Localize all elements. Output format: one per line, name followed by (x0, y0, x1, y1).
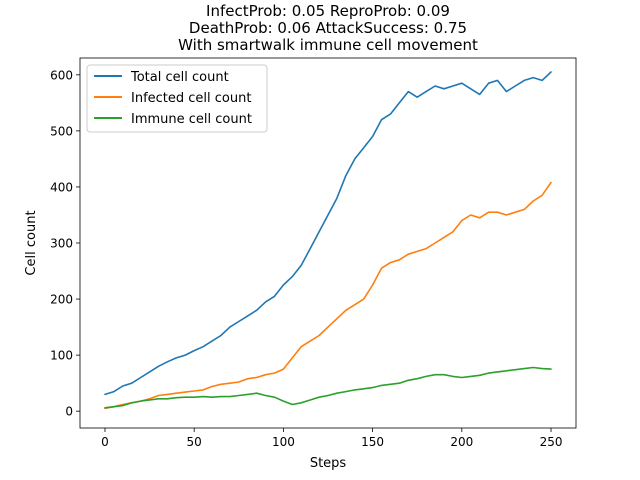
y-axis-ticks: 0 100 200 300 400 500 600 (50, 68, 80, 419)
x-tick-label: 0 (101, 435, 109, 449)
y-tick-label: 100 (50, 349, 73, 363)
y-tick-label: 0 (65, 405, 73, 419)
legend-label-infected: Infected cell count (131, 91, 251, 106)
y-tick-label: 400 (50, 180, 73, 194)
chart-title-line-3: With smartwalk immune cell movement (178, 36, 478, 54)
x-tick-label: 50 (187, 435, 202, 449)
chart-title-line-1: InfectProb: 0.05 ReproProb: 0.09 (206, 2, 450, 20)
y-axis-label: Cell count (24, 210, 39, 275)
y-tick-label: 600 (50, 68, 73, 82)
x-axis-label: Steps (310, 456, 347, 471)
y-tick-label: 500 (50, 124, 73, 138)
legend-label-immune: Immune cell count (131, 112, 252, 127)
series-line-total (104, 71, 552, 396)
series-lines (104, 71, 552, 410)
chart-title-line-2: DeathProb: 0.06 AttackSuccess: 0.75 (189, 19, 467, 37)
series-line-immune (104, 366, 552, 409)
y-tick-label: 300 (50, 237, 73, 251)
x-tick-label: 200 (450, 435, 473, 449)
x-axis-ticks: 0 50 100 150 200 250 (101, 428, 562, 449)
y-tick-label: 200 (50, 293, 73, 307)
series-line-infected (104, 181, 552, 410)
legend: Total cell count Infected cell count Imm… (86, 64, 268, 133)
x-tick-label: 250 (540, 435, 563, 449)
legend-frame (86, 64, 268, 133)
x-tick-label: 150 (361, 435, 384, 449)
legend-label-total: Total cell count (130, 70, 229, 85)
axes-frame (79, 57, 577, 429)
x-tick-label: 100 (272, 435, 295, 449)
